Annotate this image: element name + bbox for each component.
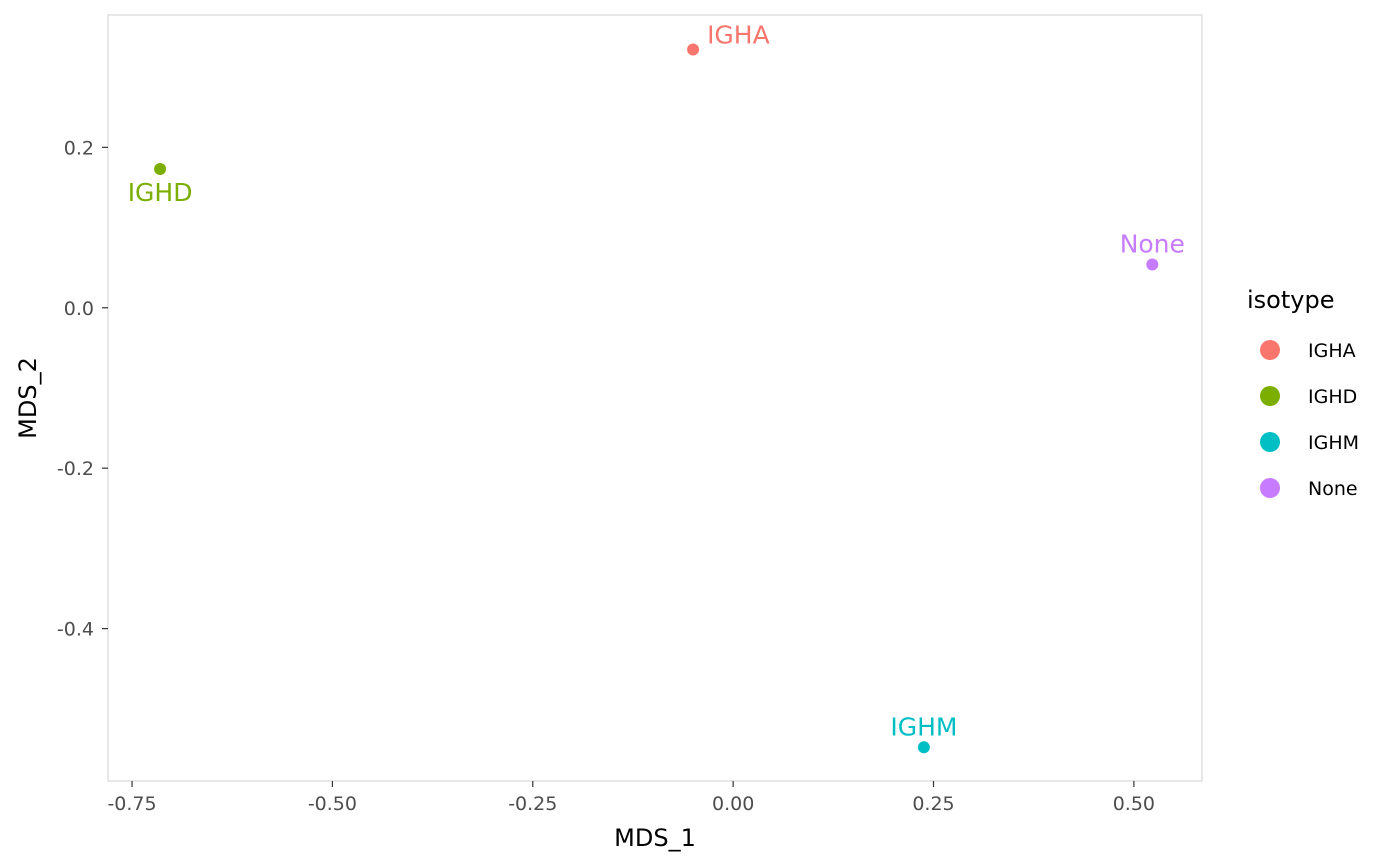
legend: isotype IGHA IGHD IGHM None xyxy=(1247,286,1359,500)
legend-entries: IGHA IGHD IGHM None xyxy=(1260,340,1359,500)
point-labels: IGHA IGHD IGHM None xyxy=(128,20,1185,741)
y-axis-title: MDS_2 xyxy=(14,357,42,439)
x-axis-title: MDS_1 xyxy=(614,824,696,852)
legend-title: isotype xyxy=(1247,286,1334,314)
x-tick-label: -0.75 xyxy=(107,793,156,815)
plot-panel xyxy=(107,14,1203,782)
x-tick-label: 0.25 xyxy=(912,793,954,815)
x-tick-label: -0.50 xyxy=(308,793,357,815)
data-point-none xyxy=(1146,258,1159,271)
y-tick-label: 0.0 xyxy=(64,298,94,320)
x-tick-label: 0.50 xyxy=(1113,793,1155,815)
legend-label-none: None xyxy=(1308,478,1358,500)
x-tick-label: 0.00 xyxy=(712,793,754,815)
legend-key-ighm xyxy=(1260,432,1280,452)
point-label-ighd: IGHD xyxy=(128,178,193,207)
y-tick-label: -0.4 xyxy=(57,619,94,641)
y-axis-ticks: 0.2 0.0 -0.2 -0.4 xyxy=(57,137,108,641)
legend-label-ighd: IGHD xyxy=(1308,386,1357,408)
y-tick-label: -0.2 xyxy=(57,458,94,480)
data-point-igha xyxy=(687,43,700,56)
legend-label-ighm: IGHM xyxy=(1308,432,1359,454)
legend-key-ighd xyxy=(1260,386,1280,406)
y-tick-label: 0.2 xyxy=(64,137,94,159)
data-point-ighd xyxy=(154,163,167,176)
x-axis-ticks: -0.75 -0.50 -0.25 0.00 0.25 0.50 xyxy=(107,781,1155,815)
legend-key-igha xyxy=(1260,340,1280,360)
data-points xyxy=(154,43,1159,754)
legend-key-none xyxy=(1260,478,1280,498)
data-point-ighm xyxy=(917,741,930,754)
point-label-igha: IGHA xyxy=(707,20,770,49)
x-tick-label: -0.25 xyxy=(508,793,557,815)
point-label-ighm: IGHM xyxy=(890,712,957,741)
legend-label-igha: IGHA xyxy=(1308,340,1356,362)
point-label-none: None xyxy=(1120,229,1185,258)
